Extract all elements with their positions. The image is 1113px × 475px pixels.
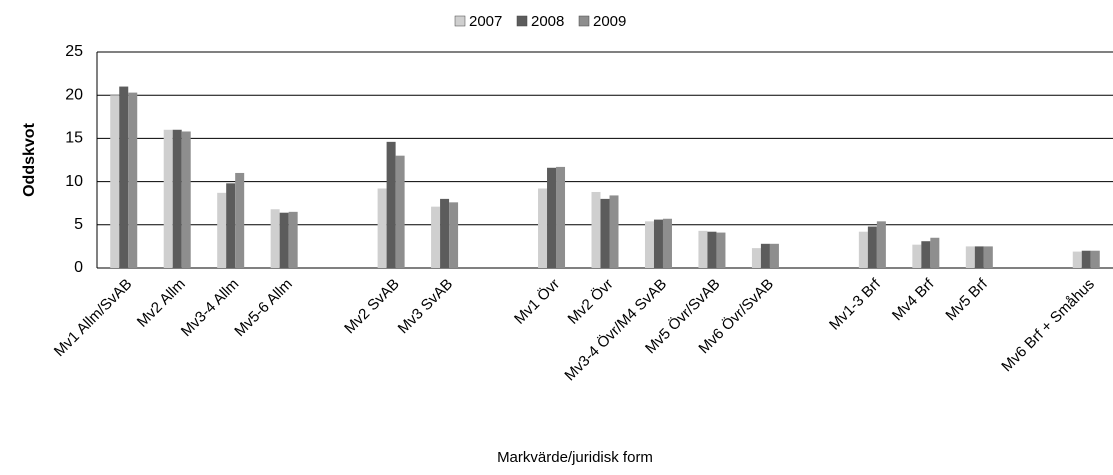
- bar: [930, 237, 940, 268]
- y-tick-label: 10: [65, 173, 83, 190]
- x-tick-label: Mv2 Övr: [564, 275, 617, 328]
- x-tick-label: Mv1-3 Brf: [826, 275, 885, 334]
- bar: [288, 211, 298, 268]
- bar: [769, 243, 779, 268]
- x-tick-label: Mv2 SvAB: [341, 276, 403, 338]
- y-tick-label: 20: [65, 86, 83, 103]
- y-tick-label: 0: [74, 259, 83, 276]
- bar: [395, 155, 405, 268]
- bar: [128, 92, 138, 268]
- x-axis-label: Markvärde/juridisk form: [497, 449, 653, 466]
- bar: [119, 86, 129, 268]
- bar: [974, 246, 984, 268]
- legend-label: 2009: [593, 13, 626, 30]
- bar: [279, 212, 289, 268]
- x-tick-label: Mv3-4 Övr/M4 SvAB: [561, 275, 670, 384]
- bar: [983, 246, 993, 268]
- x-tick-label: Mv2 Allm: [134, 276, 189, 331]
- bar: [716, 232, 726, 268]
- x-tick-label: Mv6 Brf + Småhus: [998, 276, 1098, 376]
- x-tick-label: Mv5 Brf: [942, 275, 991, 324]
- x-tick-label: Mv4 Brf: [889, 275, 938, 324]
- bar: [591, 191, 601, 268]
- bar: [431, 206, 441, 268]
- bar: [440, 198, 450, 268]
- bar: [110, 95, 120, 268]
- bar: [653, 219, 663, 268]
- bar: [181, 131, 191, 268]
- bar: [609, 195, 619, 268]
- bar: [698, 230, 708, 268]
- legend-label: 2007: [469, 13, 502, 30]
- x-tick-label: Mv5-6 Allm: [231, 276, 295, 340]
- bar: [449, 202, 459, 268]
- bar: [751, 248, 761, 268]
- bar: [662, 218, 672, 268]
- legend-swatch: [516, 15, 528, 27]
- y-tick-label: 5: [74, 216, 83, 233]
- bar: [1081, 250, 1091, 268]
- bar: [921, 241, 931, 268]
- y-axis-label: Oddskvot: [21, 122, 38, 196]
- y-tick-label: 25: [65, 43, 83, 60]
- x-tick-label: Mv1 Övr: [510, 275, 563, 328]
- y-tick-label: 15: [65, 130, 83, 147]
- legend-swatch: [578, 15, 590, 27]
- x-tick-label: Mv3 SvAB: [395, 276, 457, 338]
- bar: [547, 167, 557, 268]
- bar: [876, 221, 886, 268]
- bar: [867, 226, 877, 268]
- bar: [600, 198, 610, 268]
- bar: [217, 192, 227, 268]
- bar: [912, 244, 922, 268]
- bar: [226, 183, 236, 268]
- bar: [235, 172, 245, 268]
- bar: [386, 141, 396, 268]
- bar: [172, 129, 182, 268]
- bar: [644, 221, 654, 268]
- bar: [707, 231, 717, 268]
- legend-label: 2008: [531, 13, 564, 30]
- bar: [1090, 250, 1100, 268]
- bar: [858, 231, 868, 268]
- x-tick-label: Mv1 Allm/SvAB: [51, 276, 136, 361]
- bar: [538, 188, 548, 268]
- legend-swatch: [454, 15, 466, 27]
- bar: [163, 129, 173, 268]
- bar: [270, 209, 280, 268]
- bar: [1072, 251, 1082, 268]
- bar: [760, 243, 770, 268]
- bar: [556, 166, 566, 268]
- bar: [377, 188, 387, 268]
- bar: [965, 246, 975, 268]
